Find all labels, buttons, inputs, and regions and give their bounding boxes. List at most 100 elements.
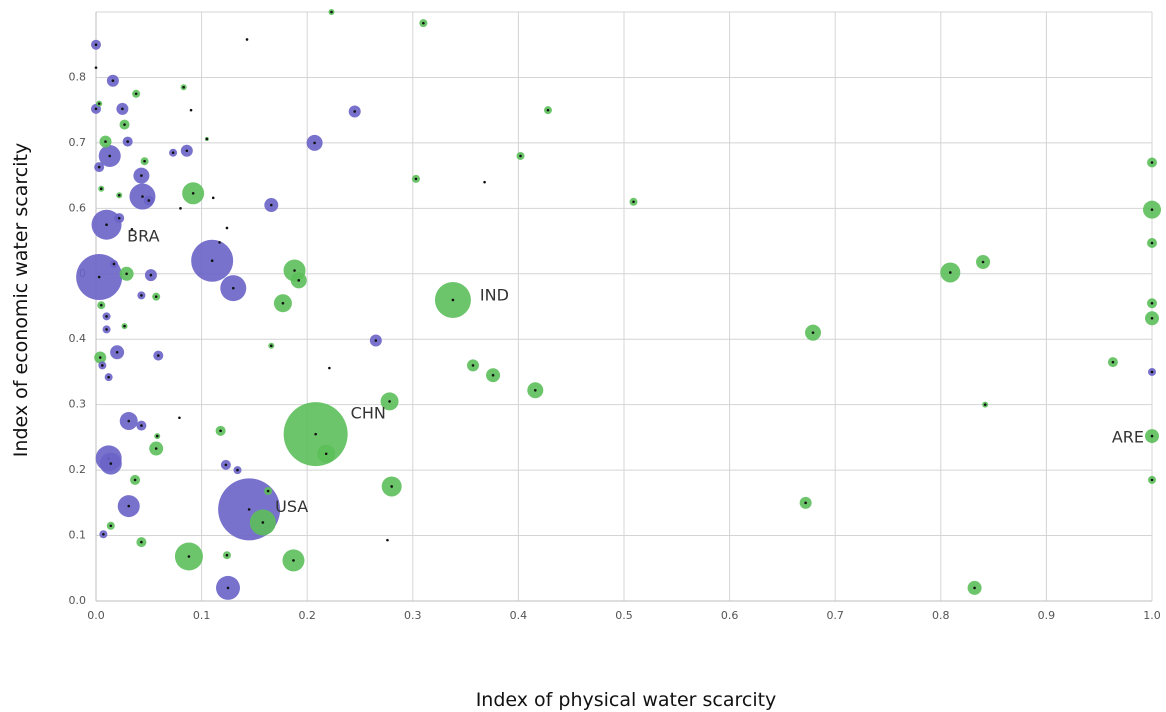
country-label: IND [480, 285, 509, 304]
bubble-center-dot [266, 489, 270, 493]
bubble-center-dot [261, 521, 265, 524]
bubble-center-dot [117, 193, 121, 197]
bubble-center-dot [130, 227, 134, 231]
bubble-center-dot [981, 260, 985, 264]
bubble-center-dot [97, 165, 101, 169]
bubble-center-dot [155, 434, 159, 438]
bubble-center-dot [328, 366, 331, 370]
bubble-center-dot [102, 532, 105, 536]
bubble-center-dot [189, 108, 193, 112]
bubble-center-dot [247, 508, 251, 511]
bubble-center-dot [171, 151, 175, 155]
y-tick-label: 0.2 [69, 463, 87, 476]
bubble-center-dot [811, 331, 815, 334]
bubble-center-dot [1150, 370, 1154, 374]
bubble-center-dot [143, 159, 146, 163]
bubble-center-dot [281, 301, 285, 305]
x-tick-label: 0.8 [932, 609, 950, 622]
bubble-center-dot [533, 388, 537, 392]
bubble-center-dot [94, 107, 98, 111]
bubble-center-dot [414, 177, 418, 181]
bubble-center-dot [1111, 360, 1115, 364]
bubble-center-dot [314, 432, 317, 436]
bubble-center-dot [140, 174, 143, 177]
x-tick-label: 0.2 [298, 609, 316, 622]
bubble-center-dot [141, 195, 144, 198]
tick-labels: 0.0 0.1 0.2 0.3 0.4 0.5 0.6 0.7 0.8 0.9 1.0 0.0 0.1 0… [69, 70, 1161, 622]
bubble-center-dot [179, 207, 182, 210]
bubble-center-dot [105, 223, 108, 226]
bubble-center-dot [191, 191, 195, 195]
bubble-center-dot [134, 92, 138, 96]
bubble-center-dot [98, 356, 102, 359]
x-tick-label: 0.0 [87, 609, 105, 622]
x-tick-label: 0.6 [721, 609, 739, 622]
bubble-center-dot [224, 463, 228, 467]
x-tick-label: 0.5 [615, 609, 633, 622]
y-tick-label: 0.4 [69, 332, 87, 345]
y-tick-label: 0.3 [69, 398, 87, 411]
bubble-center-dot [292, 559, 295, 562]
country-labels: BRA IND CHN USA ARE [127, 227, 1144, 516]
country-label: USA [275, 497, 308, 516]
x-tick-label: 0.3 [404, 609, 422, 622]
x-tick-label: 0.4 [510, 609, 528, 622]
bubble-center-dot [297, 279, 301, 282]
bubble-center-dot [97, 275, 101, 279]
bubble-center-dot [1150, 434, 1154, 438]
bubble-center-dot [99, 187, 103, 190]
bubble-center-dot [187, 555, 191, 558]
x-tick-label: 0.7 [826, 609, 844, 622]
bubble-center-dot [269, 344, 273, 348]
bubble-center-dot [245, 38, 249, 41]
bubble-center-dot [99, 303, 103, 307]
bubble-center-dot [94, 43, 98, 47]
bubble-center-dot [1150, 241, 1154, 245]
bubble-center-dot [112, 262, 116, 266]
bubble-center-dot [127, 504, 131, 508]
bubble-center-dot [225, 226, 229, 230]
bubble-center-dot [140, 540, 143, 544]
bubble-center-dot [157, 354, 160, 357]
bubble-center-dot [388, 400, 391, 403]
bubble-center-dot [127, 419, 131, 423]
bubble-center-dot [126, 140, 129, 143]
bubble-center-dot [149, 273, 153, 277]
bubble-center-dot [1150, 161, 1154, 164]
bubble-center-dot [949, 271, 952, 274]
country-label: CHN [351, 404, 386, 423]
bubble-center-dot [154, 295, 158, 298]
y-tick-label: 0.8 [69, 70, 87, 83]
bubbles [76, 9, 1161, 600]
bubble-center-dot [983, 403, 987, 406]
bubble-center-dot [205, 137, 209, 141]
y-axis-title: Index of economic water scarcity [10, 143, 32, 457]
bubble-center-dot [546, 108, 550, 112]
bubble-center-dot [97, 102, 101, 105]
bubble-center-dot [374, 339, 378, 342]
country-label: BRA [127, 227, 159, 246]
bubble-center-dot [101, 364, 104, 367]
bubble-center-dot [107, 375, 110, 379]
bubble-center-dot [491, 373, 495, 377]
bubble-center-dot [1150, 208, 1154, 211]
bubble-center-dot [353, 110, 357, 113]
bubble-center-dot [117, 216, 121, 220]
x-axis-title: Index of physical water scarcity [476, 689, 777, 711]
bubble-center-dot [104, 140, 107, 143]
country-label: ARE [1112, 428, 1144, 447]
bubble-center-dot [236, 468, 239, 472]
bubble-center-dot [1150, 301, 1154, 305]
bubble-center-dot [111, 79, 115, 83]
bubble-center-dot [105, 328, 108, 331]
bubble-center-dot [1150, 316, 1154, 320]
x-tick-label: 1.0 [1143, 609, 1161, 622]
bubble-center-dot [211, 196, 215, 200]
bubble-center-dot [1150, 478, 1154, 482]
x-tick-label: 0.1 [193, 609, 211, 622]
bubble-center-dot [125, 272, 128, 276]
bubble-center-dot [115, 351, 119, 354]
y-tick-label: 0.6 [69, 201, 87, 214]
bubble-center-dot [123, 123, 126, 126]
bubble-center-dot [121, 107, 124, 111]
